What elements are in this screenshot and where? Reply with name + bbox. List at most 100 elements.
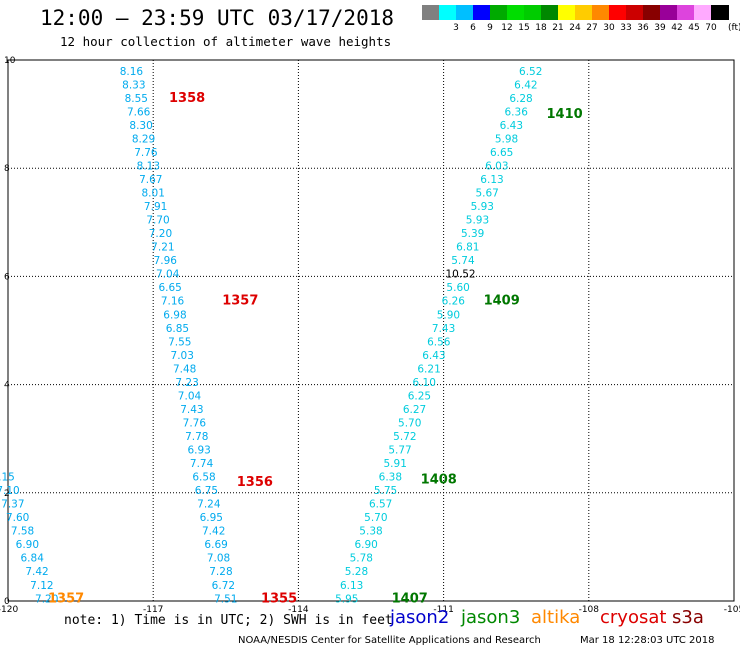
- wave-height-value: 5.67: [475, 188, 498, 200]
- y-tick-label: 6: [4, 272, 10, 282]
- plot-frame: [7, 59, 735, 602]
- wave-height-value: 7.42: [202, 526, 225, 538]
- y-tick-label: 2: [4, 489, 10, 499]
- wave-height-value: 6.28: [509, 93, 532, 105]
- colorbar-swatch: [422, 5, 440, 20]
- wave-height-value: 7.03: [171, 350, 194, 362]
- wave-height-value: 5.78: [350, 553, 373, 565]
- colorbar-label: 12: [501, 23, 513, 33]
- wave-height-value: 7.43: [180, 404, 203, 416]
- wave-height-value: 7.51: [214, 593, 237, 605]
- wave-height-value: 6.10: [413, 377, 436, 389]
- wave-height-value: 5.39: [461, 228, 484, 240]
- wave-height-value: 7.21: [151, 242, 174, 254]
- colorbar-swatch: [473, 5, 491, 20]
- pass-time-label: 1356: [237, 475, 273, 490]
- wave-height-value: 6.25: [408, 390, 431, 402]
- wave-height-value: 6.58: [192, 472, 215, 484]
- wave-height-value: 6.03: [485, 160, 508, 172]
- wave-height-value: 5.93: [471, 201, 494, 213]
- x-tick-label: -108: [579, 605, 600, 615]
- colorbar-swatch: [456, 5, 474, 20]
- wave-height-value: 8.55: [125, 93, 148, 105]
- wave-height-value: 5.60: [446, 282, 469, 294]
- wave-height-value: 7.43: [432, 323, 455, 335]
- footer-note: note: 1) Time is in UTC; 2) SWH is in fe…: [64, 613, 393, 628]
- colorbar-swatch: [711, 5, 729, 20]
- wave-height-value: 6.21: [417, 363, 440, 375]
- mission-legend-item: cryosat: [600, 607, 667, 628]
- colorbar-swatch: [490, 5, 508, 20]
- colorbar-swatch: [643, 5, 661, 20]
- colorbar-swatch: [609, 5, 627, 20]
- colorbar-label: 70: [705, 23, 717, 33]
- wave-height-value: 6.69: [204, 539, 227, 551]
- y-tick-label: 8: [4, 164, 10, 174]
- wave-height-value: 6.90: [16, 539, 39, 551]
- colorbar-label: 39: [654, 23, 666, 33]
- wave-height-value: 7.04: [156, 269, 180, 281]
- colorbar-label: 18: [535, 23, 547, 33]
- wave-height-value: 7.76: [183, 417, 207, 429]
- wave-height-value: 7.67: [139, 174, 162, 186]
- mission-legend-item: s3a: [672, 607, 704, 628]
- colorbar-label: 6: [470, 23, 476, 33]
- wave-height-value: 6.13: [480, 174, 503, 186]
- wave-height-value: 8.29: [132, 133, 155, 145]
- wave-height-value: 6.65: [490, 147, 513, 159]
- pass-time-label: 1408: [421, 472, 457, 487]
- wave-height-value: 5.90: [437, 309, 460, 321]
- colorbar-label: 24: [569, 23, 581, 33]
- colorbar-label: 3: [453, 23, 459, 33]
- x-tick-label: -111: [433, 605, 453, 615]
- pass-time-label: 1409: [484, 294, 520, 309]
- colorbar-swatch: [677, 5, 695, 20]
- pass-time-label: 1358: [169, 91, 205, 106]
- wave-height-value: 6.75: [195, 485, 218, 497]
- wave-height-value: 6.42: [514, 79, 537, 91]
- wave-height-value: 6.95: [200, 512, 223, 524]
- wave-height-value: 6.52: [519, 66, 542, 78]
- wave-height-value: 10.52: [446, 269, 476, 281]
- wave-height-value: 7.15: [0, 472, 15, 484]
- wave-height-value: 6.84: [21, 553, 45, 565]
- colorbar-label: 42: [671, 23, 683, 33]
- wave-height-value: 5.93: [466, 215, 489, 227]
- wave-height-value: 5.91: [384, 458, 407, 470]
- map-title: 12:00 – 23:59 UTC 03/17/2018: [40, 6, 395, 30]
- wave-height-value: 7.08: [207, 553, 230, 565]
- wave-height-value: 6.43: [500, 120, 523, 132]
- wave-height-value: 7.55: [168, 336, 191, 348]
- wave-height-value: 6.98: [163, 309, 186, 321]
- wave-height-value: 7.96: [154, 255, 178, 267]
- wave-height-value: 6.65: [158, 282, 181, 294]
- colorbar-swatch: [660, 5, 678, 20]
- wave-height-value: 7.42: [25, 566, 48, 578]
- wave-height-value: 7.48: [173, 363, 196, 375]
- colorbar-swatch: [558, 5, 576, 20]
- timestamp-text: Mar 18 12:28:03 UTC 2018: [580, 635, 715, 646]
- wave-height-value: 7.37: [1, 499, 24, 511]
- colorbar-swatch: [592, 5, 610, 20]
- wave-height-value: 7.74: [190, 458, 214, 470]
- colorbar-swatch: [575, 5, 593, 20]
- colorbar-label: 36: [637, 23, 649, 33]
- wave-height-value: 5.72: [393, 431, 416, 443]
- wave-height-value: 7.23: [175, 377, 198, 389]
- mission-legend-item: jason2: [390, 607, 450, 628]
- wave-height-value: 6.56: [427, 336, 451, 348]
- x-tick-label: -117: [143, 605, 163, 615]
- x-tick-label: -105: [724, 605, 740, 615]
- wave-height-value: 7.60: [6, 512, 29, 524]
- wave-height-value: 8.30: [129, 120, 152, 132]
- wave-height-value: 7.10: [0, 485, 20, 497]
- wave-height-value: 6.57: [369, 499, 392, 511]
- y-tick-label: 4: [4, 381, 10, 391]
- wave-height-value: 6.72: [212, 580, 235, 592]
- wave-height-value: 7.66: [127, 106, 151, 118]
- colorbar-swatch: [439, 5, 457, 20]
- wave-height-value: 6.27: [403, 404, 426, 416]
- colorbar-label: 30: [603, 23, 615, 33]
- wave-height-value: 6.43: [422, 350, 445, 362]
